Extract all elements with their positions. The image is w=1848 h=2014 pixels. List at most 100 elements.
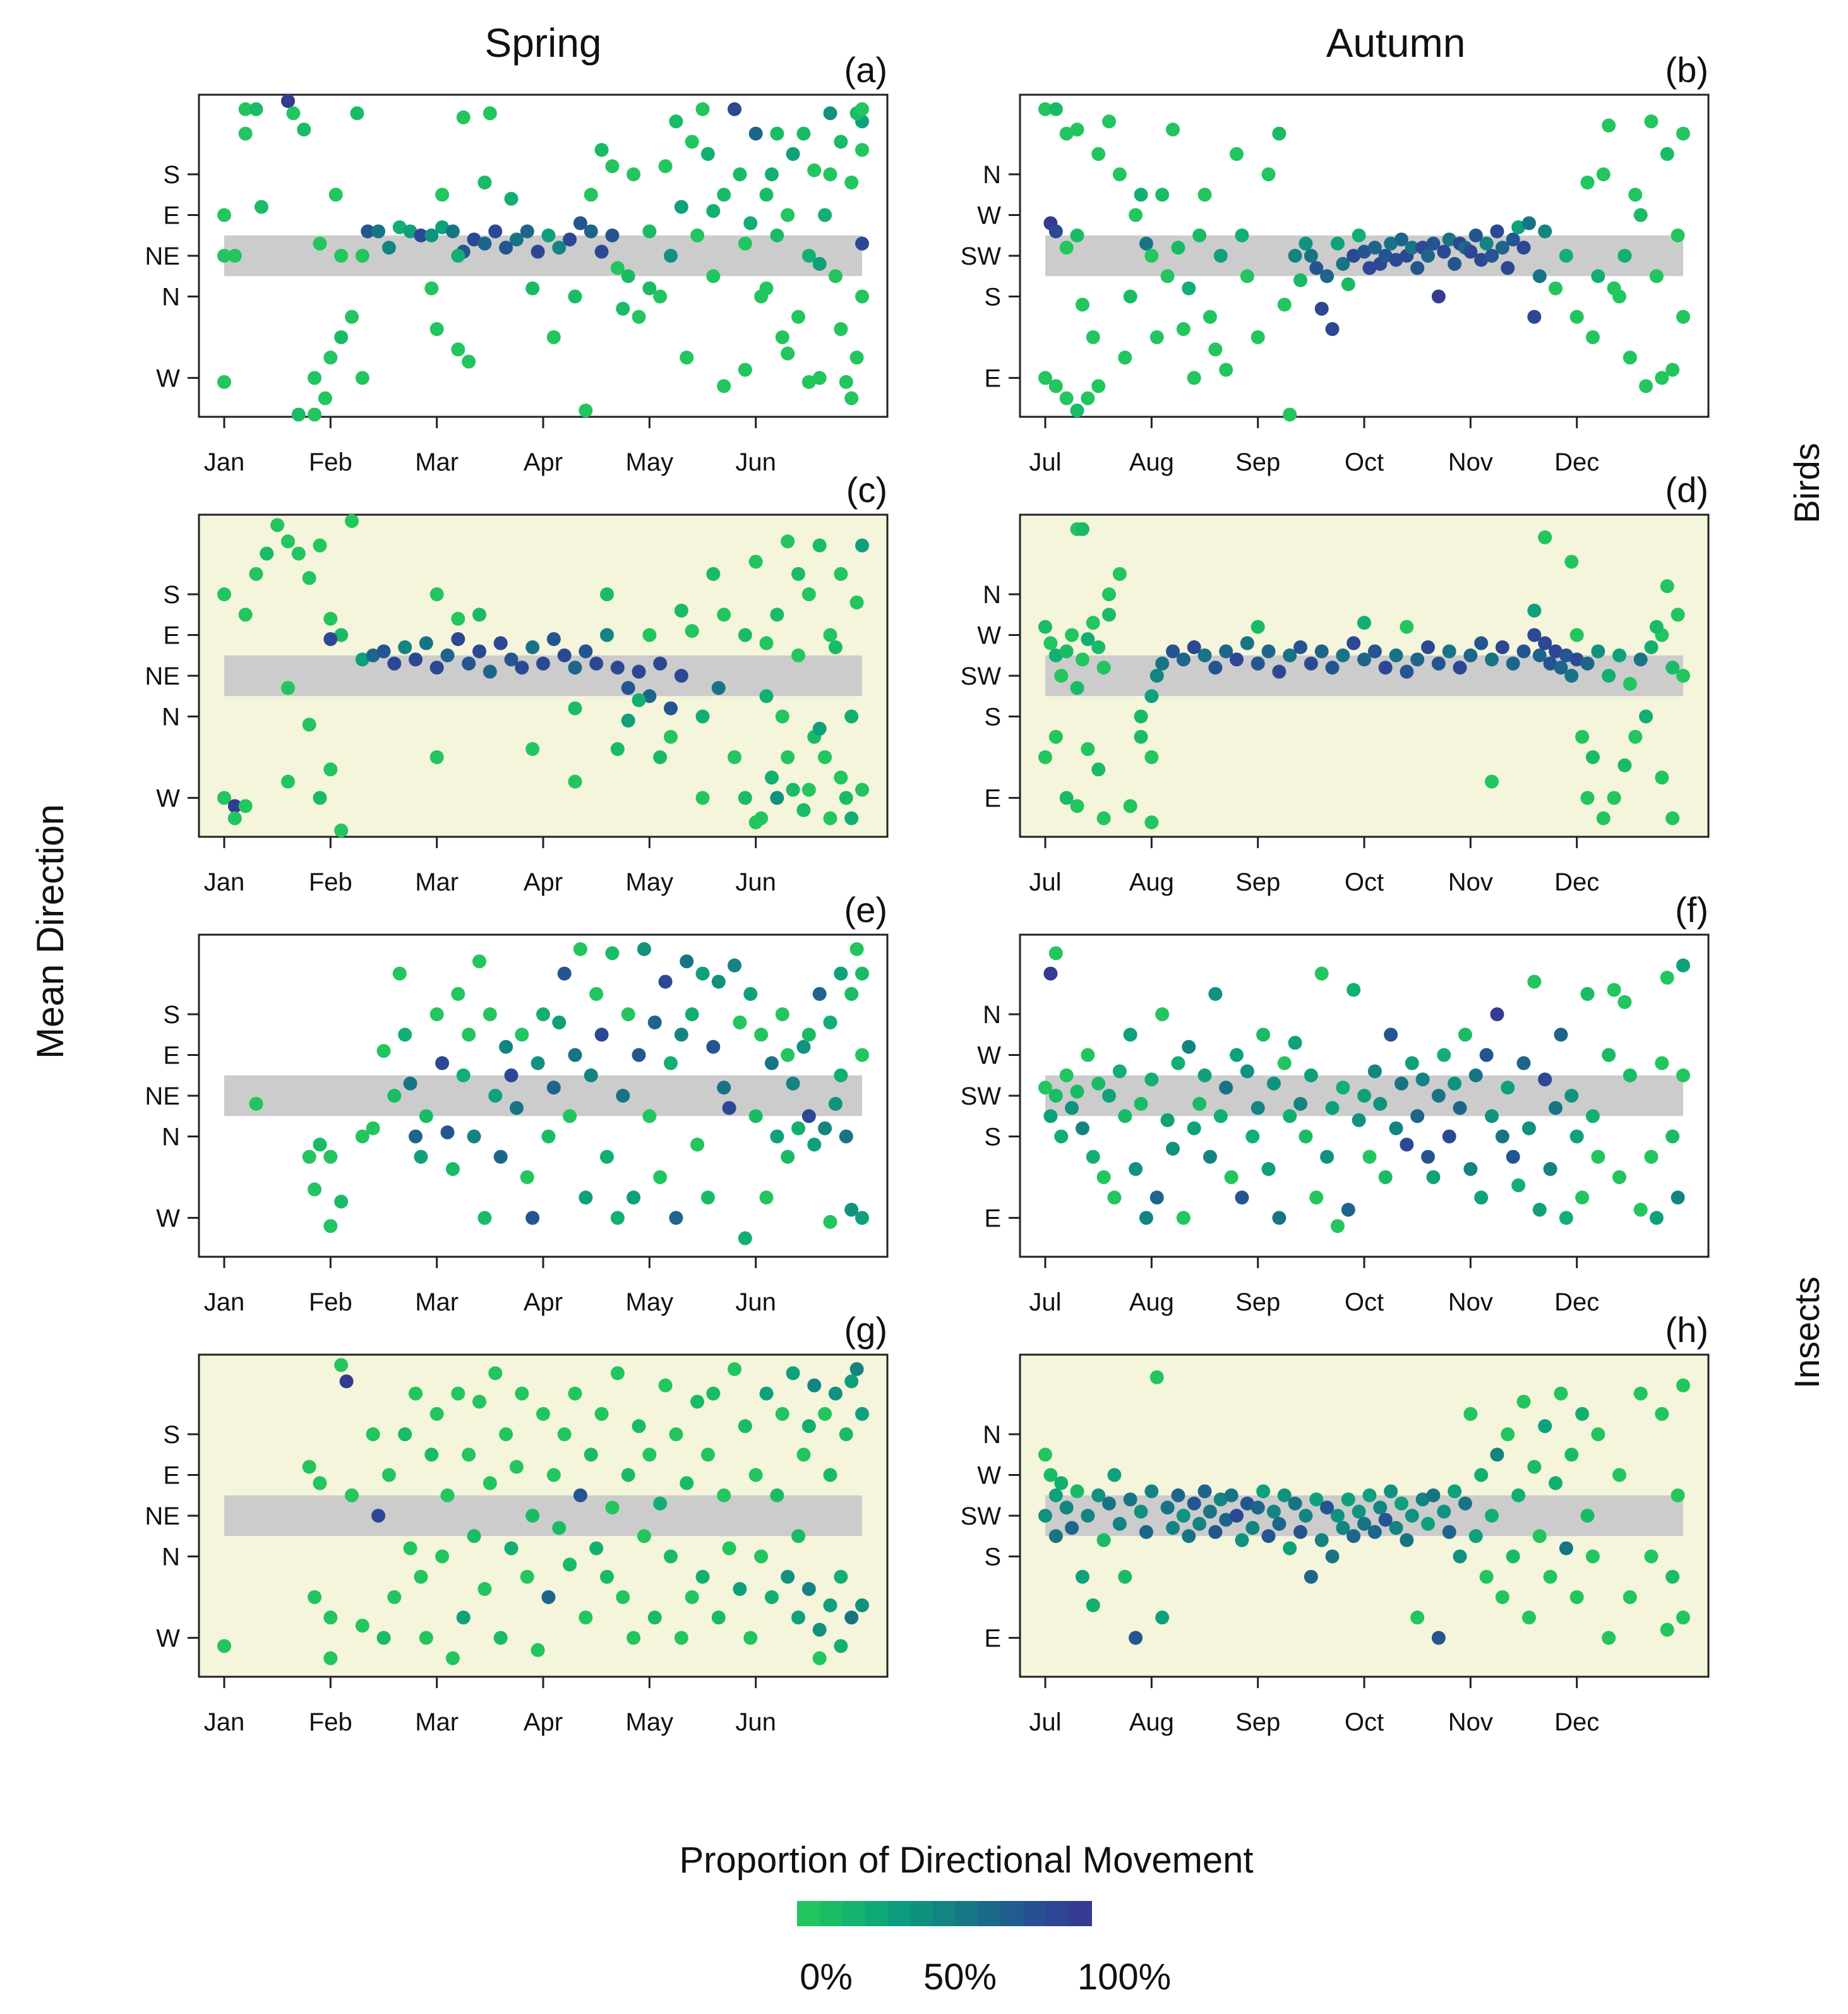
data-point	[594, 143, 609, 157]
data-point	[743, 1631, 758, 1645]
data-point	[1240, 1064, 1254, 1079]
data-point	[801, 249, 816, 263]
data-point	[217, 1639, 231, 1653]
data-point	[1521, 216, 1536, 231]
data-point	[1384, 1484, 1398, 1499]
data-point	[781, 346, 795, 361]
data-point	[1192, 1096, 1207, 1111]
data-point	[589, 986, 604, 1001]
data-point	[1362, 1488, 1377, 1502]
data-point	[728, 750, 741, 764]
data-point	[855, 143, 869, 157]
data-point	[1415, 1072, 1430, 1087]
data-point	[451, 249, 465, 263]
data-point	[419, 1631, 433, 1645]
data-point	[855, 966, 869, 981]
data-point	[1283, 648, 1297, 662]
data-point	[1580, 1509, 1595, 1523]
data-point	[1543, 656, 1557, 671]
data-point	[823, 1015, 837, 1029]
data-point	[1362, 261, 1377, 275]
data-point	[1623, 1068, 1637, 1082]
data-point	[1442, 1525, 1456, 1539]
data-point	[1410, 1109, 1425, 1124]
data-point	[621, 713, 635, 728]
x-tick-label: Jun	[735, 868, 776, 896]
data-point	[1468, 228, 1483, 243]
data-point	[1617, 249, 1632, 263]
data-point	[1591, 1427, 1605, 1442]
legend-title: Proportion of Directional Movement	[679, 1840, 1253, 1881]
data-point	[1219, 1081, 1233, 1095]
data-point	[1633, 1202, 1648, 1217]
data-point	[834, 770, 848, 785]
data-point	[1261, 644, 1276, 659]
x-tick-label: Jul	[1029, 1708, 1061, 1736]
x-tick-label: Mar	[415, 1708, 459, 1736]
data-point	[849, 351, 864, 365]
data-point	[398, 640, 412, 654]
data-point	[669, 114, 683, 129]
data-point	[823, 1598, 837, 1612]
x-tick-label: Aug	[1129, 1708, 1174, 1736]
data-point	[419, 1109, 433, 1124]
data-point	[541, 1129, 556, 1144]
data-point	[664, 1056, 678, 1070]
data-point	[770, 608, 784, 622]
data-point	[855, 1048, 869, 1062]
data-point	[849, 942, 864, 956]
data-point	[834, 135, 848, 149]
data-point	[531, 1643, 545, 1657]
data-point	[1123, 1028, 1137, 1042]
data-point	[828, 1386, 843, 1401]
data-point	[1314, 966, 1329, 981]
data-point	[1538, 1419, 1552, 1434]
data-point	[1543, 1162, 1557, 1177]
data-point	[1644, 1149, 1659, 1164]
data-point	[610, 661, 625, 675]
data-point	[1144, 689, 1159, 704]
data-point	[754, 1028, 769, 1042]
data-point	[695, 966, 710, 981]
data-point	[818, 1121, 832, 1136]
data-point	[1516, 1394, 1531, 1409]
data-point	[1463, 244, 1478, 259]
data-point	[1676, 309, 1690, 324]
data-point	[690, 1137, 705, 1152]
data-point	[664, 701, 678, 716]
data-point	[520, 1170, 534, 1184]
data-point	[653, 289, 668, 304]
data-point	[371, 1509, 386, 1523]
data-point	[1617, 758, 1632, 772]
data-point	[855, 236, 869, 251]
data-point	[366, 1427, 380, 1442]
data-point	[1325, 661, 1340, 675]
data-point	[1506, 1149, 1520, 1164]
data-point	[616, 1590, 630, 1604]
data-point	[451, 342, 465, 357]
data-point	[770, 126, 784, 141]
y-tick-label: E	[163, 1042, 180, 1070]
data-point	[1038, 750, 1052, 764]
data-point	[355, 371, 369, 385]
data-point	[1367, 644, 1382, 659]
data-point	[451, 611, 465, 626]
data-point	[1400, 1137, 1414, 1152]
data-point	[791, 566, 805, 581]
data-point	[1330, 1509, 1345, 1523]
data-point	[499, 241, 513, 255]
data-point	[1352, 228, 1366, 243]
data-point	[759, 281, 774, 296]
data-point	[770, 1488, 784, 1502]
y-tick-label: E	[984, 784, 1001, 812]
data-point	[1341, 1202, 1355, 1217]
data-point	[1437, 1504, 1451, 1519]
data-point	[1208, 986, 1223, 1001]
y-tick-label: N	[983, 581, 1001, 609]
data-point	[717, 379, 731, 393]
data-point	[801, 1109, 816, 1124]
data-point	[323, 1219, 338, 1233]
data-point	[1187, 1121, 1201, 1136]
data-point	[1187, 640, 1201, 654]
panel-f: (f) NW SW S E Jul Aug Sep Oct Nov Dec	[961, 890, 1710, 1316]
